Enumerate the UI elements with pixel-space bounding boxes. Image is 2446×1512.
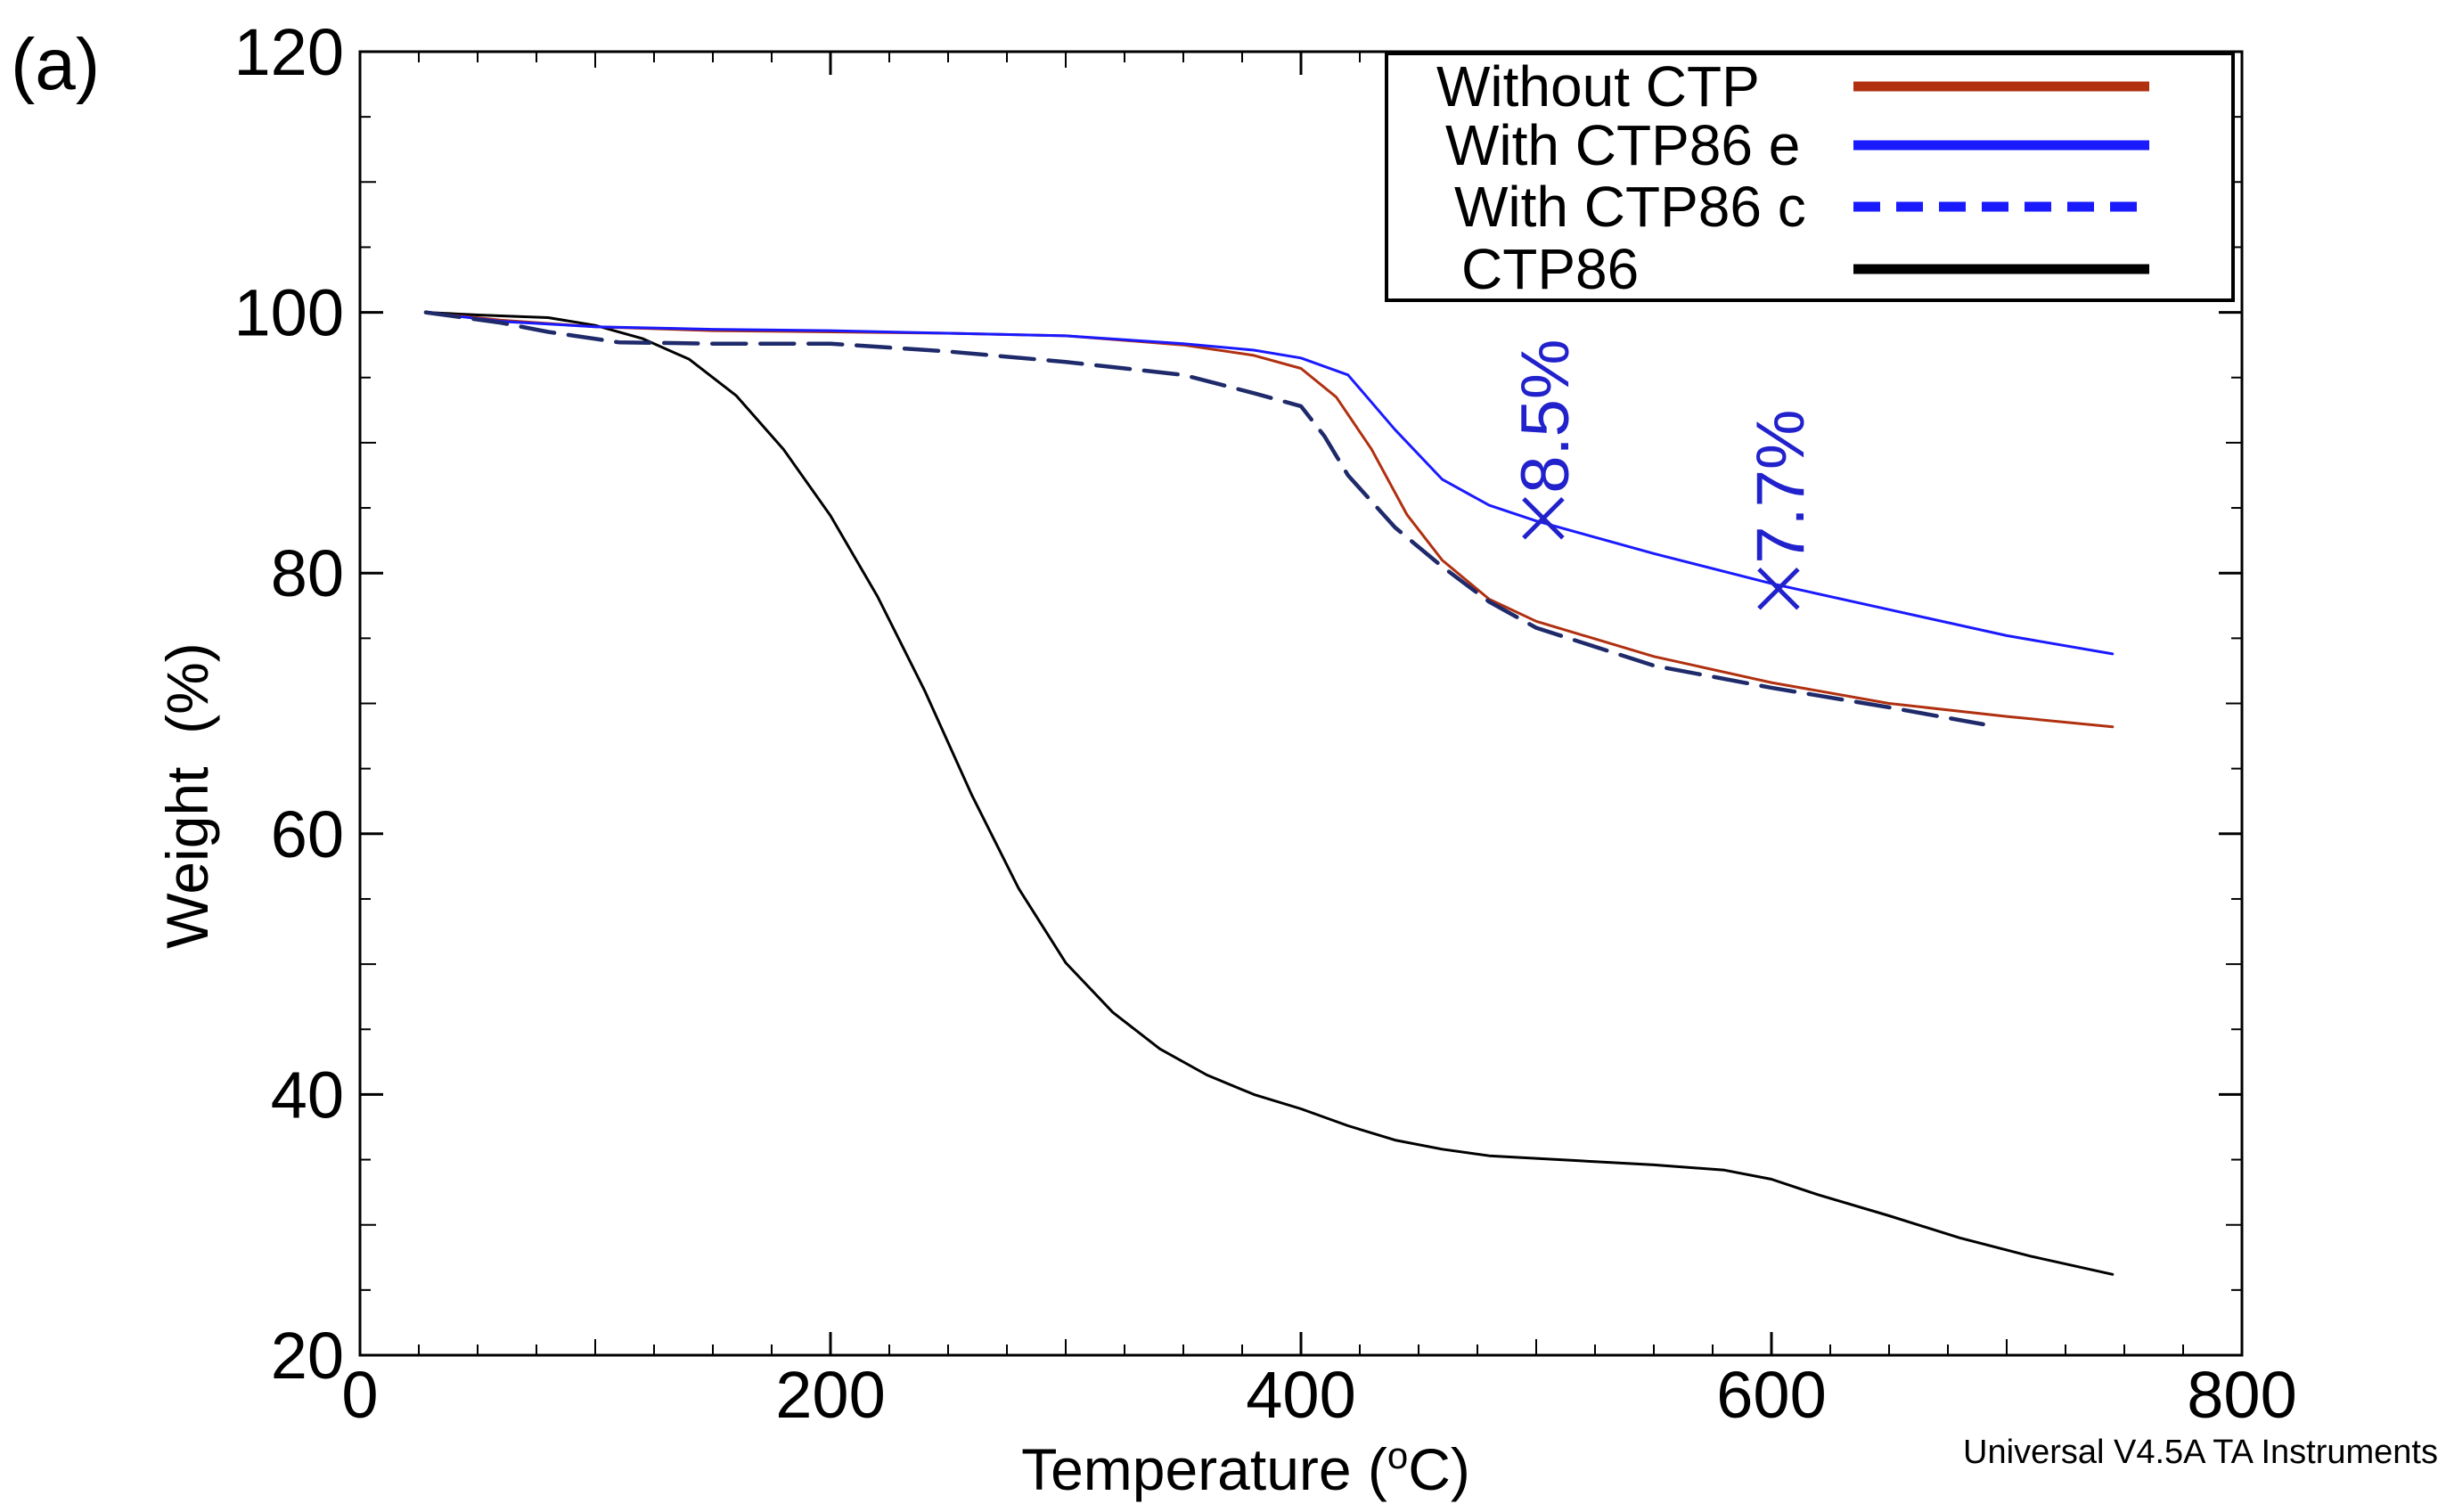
x-tick-label: 600	[1716, 1358, 1826, 1432]
y-tick-label: 120	[234, 15, 344, 89]
y-axis-minor-ticks	[360, 116, 2242, 1291]
y-tick-label: 100	[234, 276, 344, 350]
x-tick-label: 0	[341, 1358, 378, 1432]
series-line-without-ctp	[424, 311, 2115, 729]
y-axis-label: Weight (%)	[154, 642, 220, 949]
y-tick-label: 60	[271, 797, 344, 871]
y-tick-label: 80	[271, 536, 344, 610]
footer-note: Universal V4.5A TA Instruments	[1963, 1434, 2438, 1471]
legend-label: CTP86	[1461, 237, 1639, 301]
annotation-layer: 8.5% 7.7%	[1508, 339, 1819, 610]
legend-label: With CTP86 e	[1445, 113, 1800, 177]
annotation-label: 7.7%	[1743, 410, 1819, 564]
x-tick-label: 200	[775, 1358, 885, 1432]
series-line-with-ctp86-c	[423, 310, 1985, 727]
annotation-marker-stroke	[1522, 496, 1565, 540]
y-axis-ticks: 20 40 60 80 100 120	[234, 15, 2242, 1393]
series-line-with-ctp86-e	[424, 311, 2115, 656]
y-tick-label: 20	[271, 1319, 344, 1393]
x-tick-label: 800	[2187, 1358, 2296, 1432]
annotation-marker-stroke	[1757, 567, 1800, 610]
y-tick-label: 40	[271, 1058, 344, 1132]
x-axis-label-tail: C)	[1408, 1436, 1470, 1502]
x-tick-label: 400	[1246, 1358, 1355, 1432]
panel-label: (a)	[11, 24, 100, 105]
series-line-ctp86	[424, 311, 2115, 1276]
x-axis-label-superscript: o	[1387, 1434, 1408, 1476]
series-layer	[423, 310, 2115, 1276]
x-axis-ticks: 0 200 400 600 800	[341, 52, 2297, 1432]
x-axis-label-main: Temperature (	[1021, 1436, 1387, 1502]
legend-label: Without CTP	[1436, 54, 1760, 119]
legend-label: With CTP86 c	[1454, 175, 1806, 239]
legend-box	[1385, 52, 2235, 302]
x-axis-label: Temperature (oC)	[1021, 1434, 1470, 1502]
annotation-label: 8.5%	[1508, 339, 1583, 494]
